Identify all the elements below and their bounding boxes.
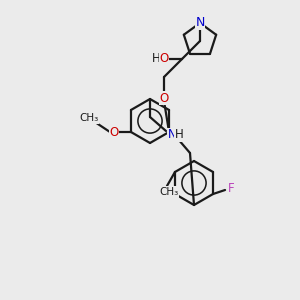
Text: O: O <box>159 92 169 104</box>
Text: O: O <box>159 52 169 65</box>
Text: N: N <box>195 16 205 29</box>
Text: O: O <box>109 125 119 139</box>
Text: H: H <box>152 52 160 65</box>
Text: F: F <box>228 182 234 196</box>
Text: CH₃: CH₃ <box>79 113 99 123</box>
Text: CH₃: CH₃ <box>159 187 178 197</box>
Text: N: N <box>168 128 176 142</box>
Text: H: H <box>175 128 183 142</box>
